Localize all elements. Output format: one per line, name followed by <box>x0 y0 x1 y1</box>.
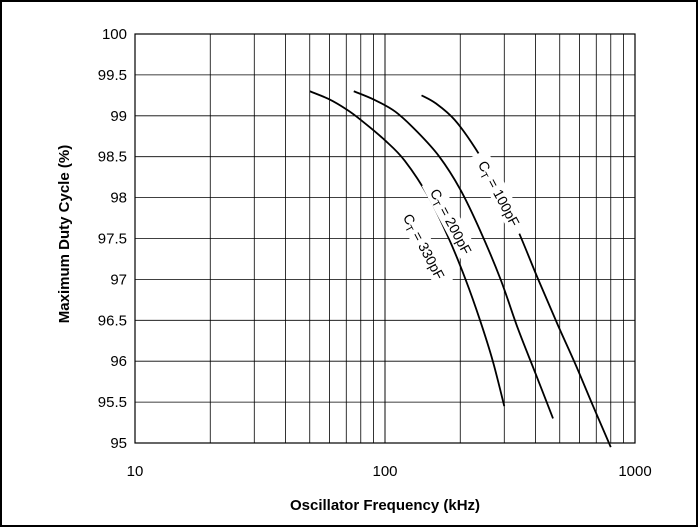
curve-label-bg <box>469 149 529 238</box>
x-tick-label: 1000 <box>618 463 651 480</box>
y-tick-label: 95.5 <box>98 394 127 411</box>
y-tick-label: 96 <box>110 353 127 370</box>
y-tick-label: 100 <box>102 26 127 43</box>
curve-label-bg <box>421 177 481 266</box>
y-tick-label: 99.5 <box>98 67 127 84</box>
curve-label-text: CT = 100pF <box>472 158 523 230</box>
x-axis-title: Oscillator Frequency (kHz) <box>290 497 480 514</box>
series-line-0 <box>309 90 506 407</box>
y-tick-label: 97 <box>110 271 127 288</box>
y-tick-label: 97.5 <box>98 231 127 248</box>
y-tick-label: 95 <box>110 435 127 452</box>
series-line-2 <box>421 94 612 448</box>
curve-label-text: CT = 330pF <box>397 211 448 283</box>
y-tick-label: 98 <box>110 190 127 207</box>
curve-label-bg <box>394 202 454 291</box>
x-tick-label: 10 <box>127 463 144 480</box>
tick-label-layer: 95 95.5 96 96.5 97 97.5 98 98.5 99 99.5 100 10 100 10… <box>98 26 652 480</box>
series-line-1 <box>353 90 554 419</box>
y-axis-title: Maximum Duty Cycle (%) <box>56 145 73 323</box>
y-tick-label: 99 <box>110 108 127 125</box>
y-tick-label: 98.5 <box>98 149 127 166</box>
y-tick-label: 96.5 <box>98 312 127 329</box>
grid-layer <box>134 33 636 444</box>
x-tick-label: 100 <box>372 463 397 480</box>
